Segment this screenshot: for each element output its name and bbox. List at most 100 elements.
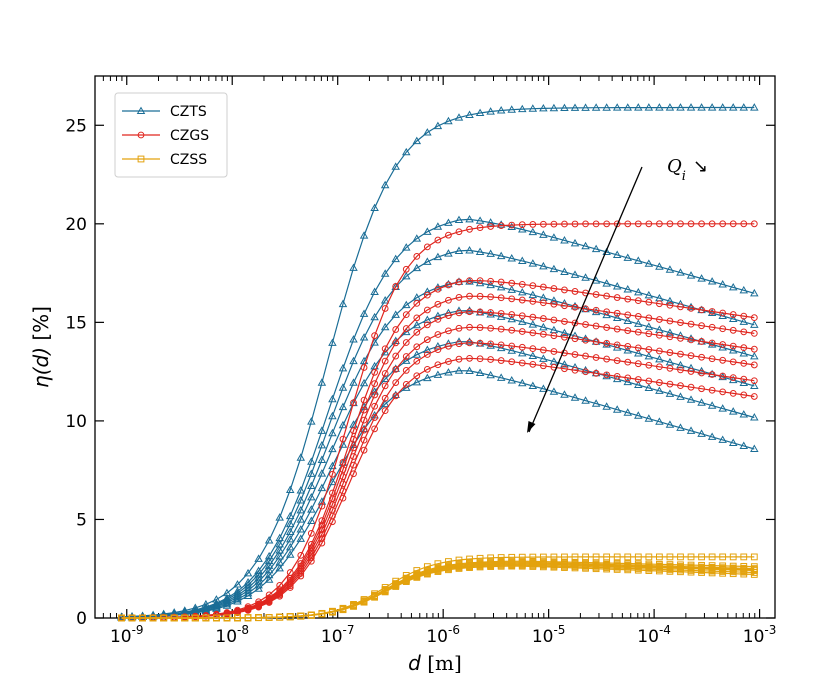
data-point <box>644 383 654 391</box>
annotation-arrow-symbol: ↘ <box>693 156 708 177</box>
data-point <box>645 314 653 322</box>
data-point <box>529 313 537 321</box>
data-point <box>349 378 358 386</box>
data-point <box>307 457 316 465</box>
x-tick-label: 10-7 <box>321 623 355 647</box>
data-point <box>466 277 473 285</box>
data-point <box>434 346 442 354</box>
data-point <box>655 379 663 386</box>
data-point <box>719 220 727 228</box>
data-point <box>497 222 505 230</box>
data-point <box>549 296 559 304</box>
data-point <box>223 610 231 618</box>
data-point <box>591 399 601 407</box>
data-point <box>539 354 548 362</box>
data-point <box>592 369 600 377</box>
data-point <box>644 259 654 267</box>
data-point <box>412 234 422 242</box>
data-point <box>666 333 674 341</box>
data-point <box>550 285 558 292</box>
data-point <box>307 557 315 565</box>
data-point <box>118 614 125 622</box>
data-point <box>476 224 484 232</box>
data-point <box>613 553 621 561</box>
legend-marker <box>136 106 146 115</box>
data-point <box>423 570 431 578</box>
x-tick-label: 10-5 <box>532 623 566 647</box>
data-point <box>508 295 516 303</box>
data-point <box>497 562 505 570</box>
data-point <box>655 220 663 228</box>
data-point <box>264 565 274 574</box>
data-point <box>634 220 642 228</box>
data-point <box>613 372 621 380</box>
data-point <box>623 284 633 293</box>
data-point <box>571 303 579 311</box>
data-point <box>645 553 653 561</box>
data-point <box>612 282 622 290</box>
data-point <box>560 390 569 398</box>
data-point <box>686 302 696 311</box>
data-point <box>529 360 537 368</box>
data-point <box>750 413 759 421</box>
data-point <box>529 329 537 337</box>
data-point <box>148 612 158 620</box>
data-point <box>370 312 379 321</box>
data-point <box>339 435 347 443</box>
data-point <box>560 236 569 244</box>
data-point <box>729 570 737 578</box>
data-point <box>518 359 526 367</box>
data-point <box>328 411 337 420</box>
data-point <box>698 322 705 330</box>
data-point <box>423 243 431 251</box>
data-point <box>170 614 178 622</box>
data-point <box>645 377 653 385</box>
data-point <box>318 526 326 534</box>
data-point <box>644 103 654 111</box>
data-point <box>497 294 505 302</box>
data-point <box>254 577 263 585</box>
data-point <box>665 420 675 428</box>
data-point <box>476 324 484 331</box>
data-point <box>549 103 559 112</box>
data-point <box>392 339 400 347</box>
data-point <box>233 595 242 603</box>
data-point <box>644 414 654 422</box>
data-point <box>539 103 548 112</box>
data-point <box>285 485 295 493</box>
data-point <box>349 356 358 365</box>
data-point <box>392 365 400 373</box>
data-point <box>391 162 400 170</box>
legend-label: CZTS <box>170 104 207 120</box>
data-point <box>634 411 643 419</box>
data-point <box>634 319 643 327</box>
data-point <box>729 220 737 228</box>
data-point <box>508 358 516 366</box>
data-point <box>265 599 273 606</box>
data-point <box>381 588 389 596</box>
data-point <box>698 553 705 561</box>
x-tick-label: 10-4 <box>637 623 671 647</box>
data-point <box>317 483 327 492</box>
data-point <box>729 389 737 397</box>
data-point <box>318 610 326 618</box>
data-point <box>423 321 431 329</box>
data-point <box>750 444 759 453</box>
data-point <box>698 569 705 576</box>
data-point <box>750 351 759 360</box>
data-point <box>612 250 622 258</box>
data-point <box>212 603 221 611</box>
data-point <box>285 550 295 558</box>
data-point <box>286 584 294 591</box>
data-point <box>255 603 262 611</box>
data-point <box>487 223 495 230</box>
data-point <box>286 582 294 590</box>
series-line <box>121 370 755 618</box>
data-point <box>392 583 400 590</box>
data-point <box>423 365 431 373</box>
data-point <box>750 320 759 328</box>
data-point <box>655 331 663 339</box>
data-point <box>487 340 495 348</box>
data-point <box>275 563 284 572</box>
data-point <box>401 300 411 309</box>
